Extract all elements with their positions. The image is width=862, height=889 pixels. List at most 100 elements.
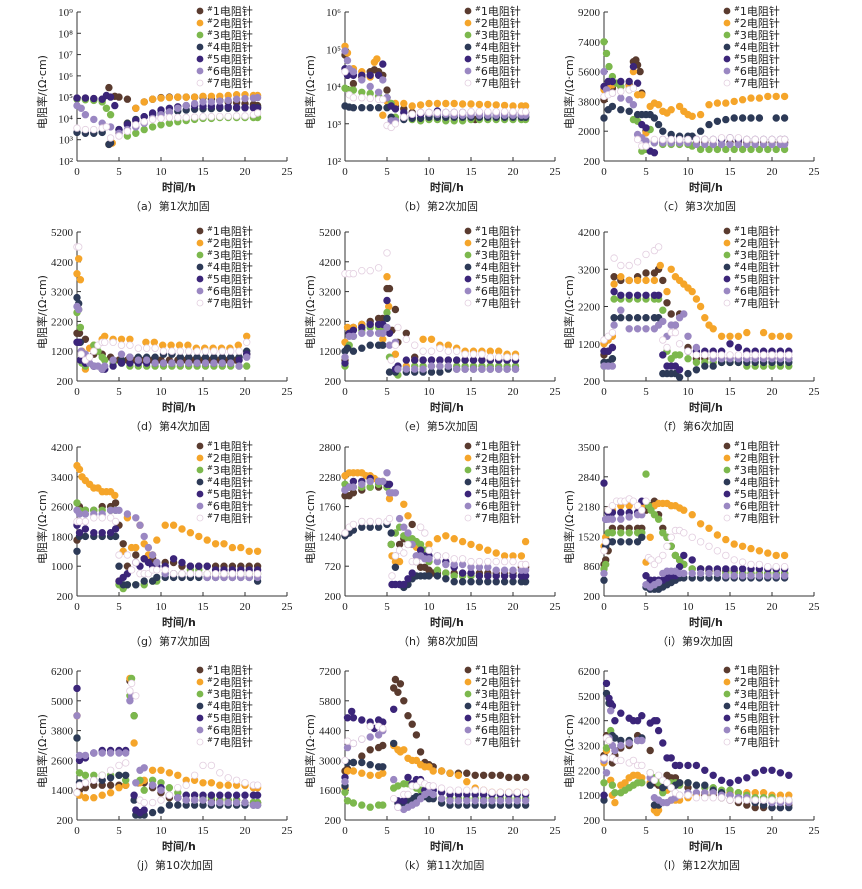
data-point xyxy=(130,712,138,720)
data-point xyxy=(81,771,90,779)
x-tick-label: 25 xyxy=(809,386,821,398)
x-tick-label: 15 xyxy=(466,601,478,613)
data-point xyxy=(654,556,663,564)
data-point xyxy=(776,769,785,777)
chart-svg-j: 0 5 10 15 20 25 200 1400 2600 3800 5000 6200 #1电阻针#2… xyxy=(51,663,293,837)
data-point xyxy=(347,707,356,716)
series-2 xyxy=(341,469,530,566)
data-point xyxy=(633,135,642,144)
data-point xyxy=(684,332,692,340)
y-tick-label: 3500 xyxy=(578,442,601,454)
legend-label: #5电阻针 xyxy=(207,487,253,501)
data-point xyxy=(600,779,608,787)
data-point xyxy=(358,735,366,743)
data-point xyxy=(629,756,638,765)
data-point xyxy=(85,353,94,361)
data-point xyxy=(475,543,484,551)
data-point xyxy=(726,796,734,804)
data-point xyxy=(517,552,526,560)
data-point xyxy=(701,362,709,370)
data-point xyxy=(100,338,109,346)
data-point xyxy=(610,273,618,281)
y-tick-label: 3200 xyxy=(319,287,342,299)
data-point xyxy=(663,299,671,307)
data-point xyxy=(366,771,374,779)
data-point xyxy=(201,347,210,355)
data-point xyxy=(780,92,789,101)
data-point xyxy=(408,569,416,577)
data-point xyxy=(633,538,642,546)
data-point xyxy=(174,801,182,809)
data-point xyxy=(148,95,157,103)
data-point xyxy=(81,125,90,134)
data-point xyxy=(383,323,391,332)
data-point xyxy=(675,102,684,111)
data-point xyxy=(743,774,751,782)
data-point xyxy=(521,773,530,782)
data-point xyxy=(195,562,203,570)
data-point xyxy=(115,506,123,514)
data-point xyxy=(734,134,743,142)
data-point xyxy=(446,786,454,794)
data-point xyxy=(391,563,400,571)
data-point xyxy=(764,549,772,557)
data-point xyxy=(475,557,484,566)
data-point xyxy=(366,760,374,769)
data-point xyxy=(663,779,671,787)
data-point xyxy=(675,373,684,381)
data-point xyxy=(608,529,617,537)
data-point xyxy=(492,557,500,566)
data-point xyxy=(650,560,659,569)
legend-label: #2电阻针 xyxy=(475,236,521,250)
data-point xyxy=(433,572,442,580)
y-tick-label: 5200 xyxy=(578,691,601,703)
legend-label: #1电阻针 xyxy=(475,4,521,18)
data-point xyxy=(148,123,157,131)
data-point xyxy=(425,546,433,554)
data-point xyxy=(216,97,224,105)
data-point xyxy=(659,135,667,144)
data-point xyxy=(153,566,161,574)
data-point xyxy=(638,506,646,514)
data-point xyxy=(642,313,650,322)
data-point xyxy=(176,347,184,355)
data-point xyxy=(224,774,232,782)
legend-label: #1电阻针 xyxy=(734,663,780,677)
data-point xyxy=(404,790,412,799)
legend-label: #2电阻针 xyxy=(475,451,521,465)
data-point xyxy=(764,92,772,101)
data-point xyxy=(642,250,650,259)
y-axis-label: 电阻率/(Ω·cm) xyxy=(304,274,317,349)
data-point xyxy=(452,365,461,373)
data-point xyxy=(730,565,738,573)
data-point xyxy=(642,470,650,478)
data-point xyxy=(115,771,123,779)
legend-marker xyxy=(723,502,731,510)
data-point xyxy=(611,717,619,725)
y-axis-label: 电阻率/(Ω·cm) xyxy=(563,713,576,788)
data-point xyxy=(688,112,696,120)
data-point xyxy=(751,769,759,777)
data-point xyxy=(768,332,776,340)
x-tick-label: 0 xyxy=(601,166,607,178)
legend-label: #7电阻针 xyxy=(475,296,521,310)
legend-label: #2电阻针 xyxy=(475,16,521,30)
y-axis-label: 电阻率/(Ω·cm) xyxy=(563,274,576,349)
data-point xyxy=(358,801,366,809)
data-point xyxy=(450,108,458,117)
data-point xyxy=(444,347,452,355)
data-point xyxy=(663,287,671,296)
data-point xyxy=(625,739,633,747)
data-point xyxy=(638,761,646,770)
legend-marker xyxy=(196,67,204,75)
legend-marker xyxy=(723,466,731,474)
data-point xyxy=(349,483,358,491)
data-point xyxy=(123,581,132,589)
legend-label: #6电阻针 xyxy=(475,499,521,513)
data-point xyxy=(659,336,667,344)
data-point xyxy=(654,291,663,299)
data-point xyxy=(73,788,81,797)
series-7 xyxy=(600,495,789,571)
data-point xyxy=(349,79,358,88)
data-point xyxy=(74,255,83,263)
